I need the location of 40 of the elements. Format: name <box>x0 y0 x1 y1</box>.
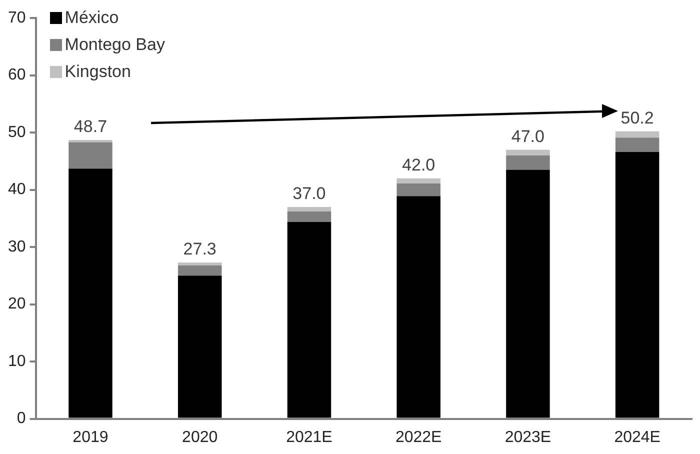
y-tick-label: 30 <box>8 238 26 256</box>
y-tick-label: 60 <box>8 66 26 84</box>
bar <box>178 262 222 266</box>
bar <box>506 150 550 156</box>
x-tick-label: 2021E <box>286 428 332 446</box>
bar <box>287 206 332 212</box>
x-tick-label: 2024E <box>614 428 660 446</box>
x-tick-label: 2020 <box>182 428 218 446</box>
bar <box>68 168 112 418</box>
bar <box>506 155 550 170</box>
bar <box>287 212 332 222</box>
y-tick-label: 70 <box>8 9 26 26</box>
total-label: 42.0 <box>402 156 436 175</box>
legend-label: Montego Bay <box>64 34 165 56</box>
bar <box>396 196 440 418</box>
total-label: 37.0 <box>292 184 326 204</box>
bar <box>68 142 112 169</box>
total-label: 50.2 <box>620 108 654 128</box>
x-tick-label: 2023E <box>504 428 552 446</box>
total-label: 27.3 <box>183 240 216 259</box>
legend-label: Kingston <box>64 61 131 83</box>
bar <box>287 222 332 418</box>
y-tick-label: 40 <box>8 181 26 198</box>
bar <box>396 178 440 184</box>
x-tick-label: 2022E <box>395 428 442 446</box>
y-tick-label: 20 <box>8 296 26 313</box>
bar <box>615 152 660 418</box>
bar <box>506 170 550 418</box>
bar <box>396 183 440 196</box>
y-tick-label: 50 <box>8 124 26 141</box>
y-tick-label: 0 <box>16 410 26 428</box>
bar <box>178 265 222 276</box>
legend-label: México <box>64 7 119 29</box>
x-tick-label: 2019 <box>72 428 108 446</box>
bar <box>615 138 660 152</box>
bar <box>615 131 660 138</box>
total-label: 47.0 <box>511 126 544 146</box>
bar <box>178 276 222 418</box>
total-label: 48.7 <box>74 117 108 136</box>
y-tick-label: 10 <box>8 352 26 370</box>
